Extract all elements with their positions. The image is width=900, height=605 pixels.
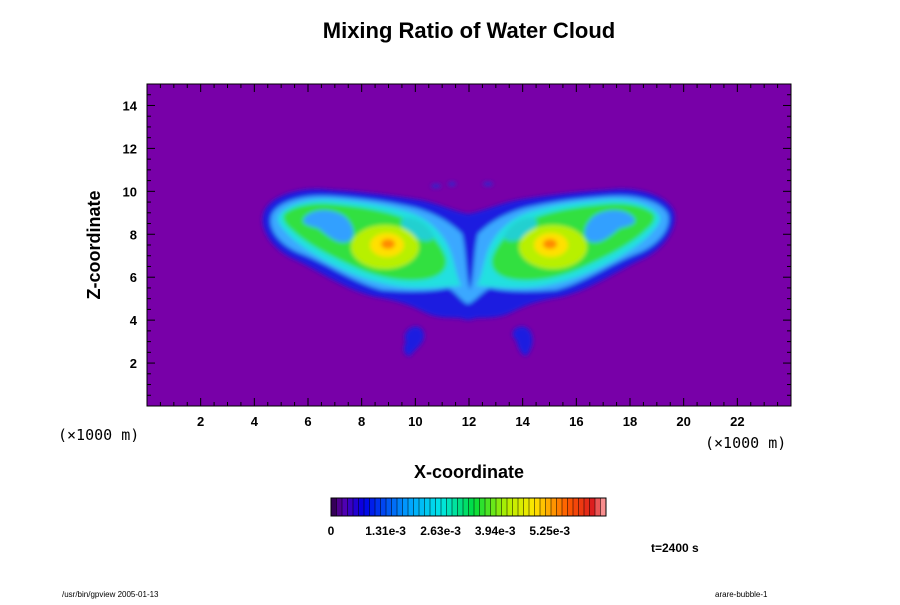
colorbar-segment — [479, 498, 486, 516]
colorbar-segment — [474, 498, 480, 516]
colorbar-segment — [496, 498, 502, 516]
colorbar-segment — [331, 498, 337, 516]
time-label: t=2400 s — [651, 541, 699, 555]
y-tick-label: 14 — [123, 98, 138, 113]
cloud-speck — [483, 182, 493, 186]
colorbar-segment — [391, 498, 398, 516]
colorbar-segment — [430, 498, 436, 516]
colorbar-segment — [518, 498, 524, 516]
colorbar-segment — [342, 498, 348, 516]
colorbar-segment — [463, 498, 469, 516]
colorbar-segment — [578, 498, 585, 516]
cloud-swirl-left — [303, 210, 354, 243]
footer-right: arare-bubble-1 — [715, 590, 768, 599]
chart-title: Mixing Ratio of Water Cloud — [323, 18, 616, 43]
y-axis-label: Z-coordinate — [84, 190, 104, 299]
footer-left: /usr/bin/gpview 2005-01-13 — [62, 590, 159, 599]
y-tick-label: 10 — [123, 184, 137, 199]
x-tick-label: 14 — [515, 414, 530, 429]
colorbar-tick-label: 3.94e-3 — [475, 524, 516, 538]
x-tick-label: 4 — [251, 414, 259, 429]
colorbar-segment — [457, 498, 464, 516]
colorbar-tick-label: 2.63e-3 — [420, 524, 461, 538]
x-axis-label: X-coordinate — [414, 462, 524, 482]
colorbar-segment — [452, 498, 458, 516]
colorbar-segment — [573, 498, 579, 516]
colorbar-segment — [534, 498, 541, 516]
colorbar-segment — [567, 498, 574, 516]
cloud-small-right — [512, 326, 533, 356]
x-tick-label: 16 — [569, 414, 583, 429]
colorbar-segment — [501, 498, 508, 516]
y-tick-label: 4 — [130, 313, 138, 328]
colorbar-segment — [386, 498, 392, 516]
x-tick-label: 6 — [304, 414, 311, 429]
colorbar-tick-label: 5.25e-3 — [529, 524, 570, 538]
colorbar-segment — [507, 498, 513, 516]
y-tick-label: 8 — [130, 227, 137, 242]
x-tick-label: 8 — [358, 414, 365, 429]
colorbar-segment — [358, 498, 365, 516]
colorbar-segment — [380, 498, 387, 516]
colorbar-segment — [375, 498, 381, 516]
colorbar-segment — [424, 498, 431, 516]
colorbar-segment — [540, 498, 546, 516]
colorbar-segment — [397, 498, 403, 516]
x-tick-label: 20 — [676, 414, 690, 429]
colorbar-segment — [545, 498, 552, 516]
colorbar-segment — [523, 498, 530, 516]
colorbar-segment — [512, 498, 519, 516]
colorbar-segment — [347, 498, 354, 516]
colorbar-segment — [584, 498, 590, 516]
y-tick-label: 6 — [130, 270, 137, 285]
cloud-core-right — [543, 239, 557, 249]
x-tick-label: 2 — [197, 414, 204, 429]
colorbar-segment — [589, 498, 596, 516]
colorbar-frame — [330, 497, 607, 517]
x-tick-label: 10 — [408, 414, 422, 429]
colorbar-segment — [600, 498, 607, 516]
colorbar — [330, 497, 607, 517]
cloud-speck — [431, 184, 441, 188]
colorbar-tick-label: 0 — [328, 524, 335, 538]
colorbar-segment — [551, 498, 557, 516]
colorbar-segment — [562, 498, 568, 516]
cloud-swirl-right — [584, 210, 635, 243]
x-unit-left: (×1000 m) — [58, 426, 139, 444]
x-tick-label: 12 — [462, 414, 476, 429]
x-unit-right: (×1000 m) — [705, 434, 786, 452]
cloud-core-left — [381, 239, 395, 249]
colorbar-segment — [408, 498, 414, 516]
y-tick-label: 2 — [130, 356, 137, 371]
colorbar-segment — [369, 498, 376, 516]
cloud-speck — [448, 182, 456, 186]
x-axis: 2 4 6 8 10 12 14 16 18 20 22 — [159, 84, 779, 429]
colorbar-segment — [490, 498, 497, 516]
cloud-swirl-center-left — [401, 217, 434, 242]
cloud-field — [262, 182, 675, 356]
x-tick-label: 18 — [623, 414, 637, 429]
colorbar-segment — [402, 498, 409, 516]
cloud-small-left — [403, 326, 424, 356]
colorbar-segment — [353, 498, 359, 516]
colorbar-tick-label: 1.31e-3 — [365, 524, 406, 538]
colorbar-segment — [529, 498, 535, 516]
colorbar-segment — [364, 498, 370, 516]
colorbar-segment — [485, 498, 491, 516]
colorbar-segment — [419, 498, 425, 516]
x-tick-label: 22 — [730, 414, 744, 429]
colorbar-segment — [336, 498, 343, 516]
colorbar-segment — [468, 498, 475, 516]
colorbar-segment — [413, 498, 420, 516]
colorbar-segment — [446, 498, 453, 516]
y-tick-label: 12 — [123, 141, 137, 156]
y-axis: 2 4 6 8 10 12 14 — [123, 94, 791, 396]
colorbar-segment — [441, 498, 447, 516]
cloud-swirl-center-right — [504, 217, 537, 242]
colorbar-segment — [595, 498, 601, 516]
colorbar-segment — [556, 498, 563, 516]
colorbar-segment — [435, 498, 442, 516]
colorbar-ticks: 0 1.31e-3 2.63e-3 3.94e-3 5.25e-3 — [328, 524, 571, 538]
